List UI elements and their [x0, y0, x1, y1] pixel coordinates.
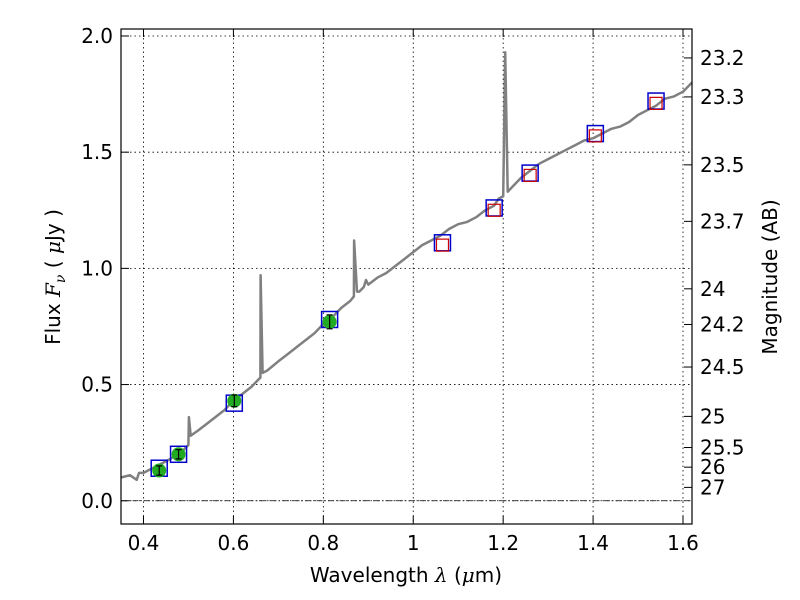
observed-limit-marker: [487, 203, 501, 217]
observed-limit-marker: [588, 129, 602, 143]
y-tick-label: 0.5: [81, 373, 113, 397]
x-tick-label: 1.6: [667, 531, 699, 555]
y-tick-label: 1.0: [81, 256, 113, 280]
y-tick-label: 2.0: [81, 24, 113, 48]
x-tick-label: 1.2: [487, 531, 519, 555]
magnitude-tick-label: 23.2: [700, 46, 745, 70]
magnitude-tick-label: 25.5: [700, 436, 745, 460]
x-axis-ticks: 0.4 0.6 0.8 1 1.2 1.4 1.6: [128, 29, 699, 555]
x-tick-label: 0.8: [307, 531, 339, 555]
observed-limit-marker: [435, 238, 450, 252]
magnitude-tick-label: 27: [700, 475, 725, 499]
y-axis-ticks: 0.0 0.5 1.0 1.5 2.0: [81, 24, 129, 513]
magnitude-tick-label: 24.2: [700, 312, 745, 336]
y-tick-label: 1.5: [81, 140, 113, 164]
magnitude-tick-label: 24: [700, 277, 725, 301]
spectrum-line: [120, 50, 693, 482]
y-axis-title: Flux Fν ( μJy ): [41, 209, 69, 345]
magnitude-axis-title: Magnitude (AB): [758, 199, 782, 354]
x-axis-title: Wavelength λ (μm): [310, 563, 502, 587]
magnitude-tick-label: 23.7: [700, 209, 745, 233]
magnitude-tick-label: 25: [700, 404, 725, 428]
x-tick-label: 0.4: [128, 531, 160, 555]
plot-frame: [120, 28, 693, 525]
observed-limit-marker: [649, 96, 663, 110]
grid-lines: [121, 29, 692, 524]
model-flux-marker: [169, 445, 188, 464]
photometry-markers: [150, 92, 665, 478]
magnitude-tick-label: 23.5: [700, 153, 745, 177]
observed-limit-marker: [523, 168, 537, 183]
magnitude-tick-label: 24.5: [700, 355, 745, 379]
magnitude-tick-label: 26: [700, 455, 725, 479]
x-tick-label: 0.6: [217, 531, 249, 555]
x-tick-label: 1: [407, 531, 420, 555]
y-tick-label: 0.0: [81, 489, 113, 513]
x-tick-label: 1.4: [577, 531, 609, 555]
magnitude-tick-label: 23.3: [700, 85, 745, 109]
spectrum-series: [120, 50, 693, 482]
